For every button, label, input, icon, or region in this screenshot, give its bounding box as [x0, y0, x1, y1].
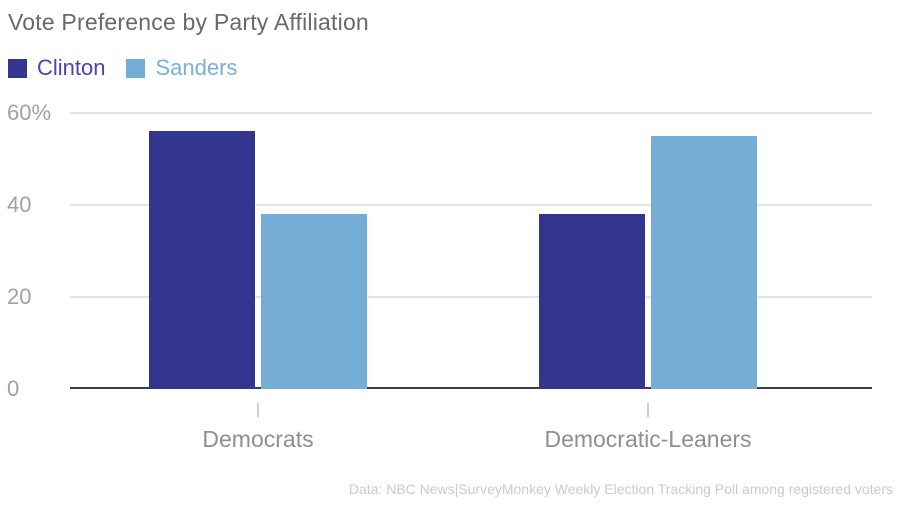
bar-sanders-democrats: [261, 214, 367, 389]
bar-clinton-democratic-leaners: [539, 214, 645, 389]
gridline-40: [70, 204, 872, 206]
y-axis-label-20: 20: [7, 284, 32, 309]
gridline-60: [70, 112, 872, 114]
chart-title: Vote Preference by Party Affiliation: [8, 9, 369, 35]
bar-clinton-democrats: [149, 131, 255, 389]
gridline-20: [70, 296, 872, 298]
category-label-2: Democratic-Leaners: [544, 426, 752, 452]
source-note: Data: NBC News|SurveyMonkey Weekly Elect…: [348, 481, 893, 497]
legend-swatch-sanders: [126, 58, 146, 78]
category-label-1: Democrats: [202, 426, 314, 452]
legend: Clinton Sanders: [8, 57, 258, 79]
y-axis-label-60: 60%: [7, 100, 52, 125]
bar-sanders-democratic-leaners: [651, 136, 757, 389]
x-axis-line: [70, 387, 872, 389]
legend-item-clinton: Clinton: [8, 57, 105, 79]
x-axis-tick-2: [647, 403, 649, 417]
y-axis-label-0: 0: [7, 376, 20, 401]
legend-swatch-clinton: [8, 58, 27, 78]
legend-label-clinton: Clinton: [37, 55, 106, 80]
x-axis-tick-1: [257, 403, 259, 417]
y-axis-label-40: 40: [7, 192, 32, 217]
legend-label-sanders: Sanders: [155, 55, 238, 80]
legend-item-sanders: Sanders: [126, 57, 237, 79]
